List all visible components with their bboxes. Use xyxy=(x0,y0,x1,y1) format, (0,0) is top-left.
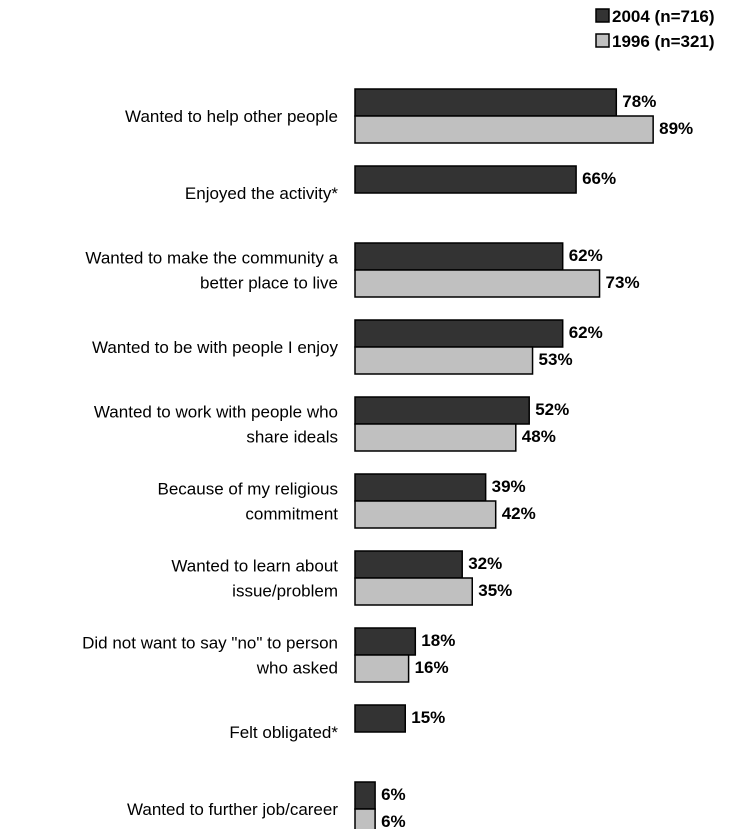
bar-series-2004 xyxy=(354,396,530,425)
category-labels: Wanted to help other people Enjoyed the a… xyxy=(82,107,338,819)
bar-series-1996 xyxy=(354,654,410,683)
bar-series-2004 xyxy=(354,165,577,194)
bars xyxy=(354,88,654,829)
category-label: who asked xyxy=(256,659,338,678)
data-label: 39% xyxy=(492,477,526,496)
category-label: Wanted to be with people I enjoy xyxy=(92,338,339,357)
category-label: commitment xyxy=(245,505,338,524)
data-label: 48% xyxy=(522,427,556,446)
data-label: 16% xyxy=(415,658,449,677)
data-label: 62% xyxy=(569,246,603,265)
category-label: share ideals xyxy=(246,428,338,447)
bar-series-1996 xyxy=(354,500,497,529)
bar-series-2004 xyxy=(354,88,618,117)
bar-series-2004 xyxy=(354,242,564,271)
category-label: Because of my religious xyxy=(158,480,338,499)
bar-series-1996 xyxy=(354,269,601,298)
data-label: 66% xyxy=(582,169,616,188)
data-label: 18% xyxy=(421,631,455,650)
data-label: 53% xyxy=(539,350,573,369)
category-label: issue/problem xyxy=(232,582,338,601)
category-label: Did not want to say "no" to person xyxy=(82,634,338,653)
category-label: Enjoyed the activity* xyxy=(185,184,338,203)
bar-series-2004 xyxy=(354,627,417,656)
data-label: 32% xyxy=(468,554,502,573)
category-label: Wanted to work with people who xyxy=(94,403,338,422)
data-label: 73% xyxy=(606,273,640,292)
bar-series-2004 xyxy=(354,704,406,733)
data-label: 6% xyxy=(381,785,406,804)
legend: 2004 (n=716) 1996 (n=321) xyxy=(595,7,715,51)
bar-series-1996 xyxy=(354,346,534,375)
legend-label-0: 2004 (n=716) xyxy=(612,7,715,26)
bar-series-2004 xyxy=(354,781,376,810)
legend-swatch-0 xyxy=(595,8,610,23)
data-label: 62% xyxy=(569,323,603,342)
legend-label-1: 1996 (n=321) xyxy=(612,32,715,51)
bar-series-1996 xyxy=(354,808,376,829)
category-label: Wanted to further job/career xyxy=(127,800,338,819)
category-label: better place to live xyxy=(200,274,338,293)
bar-series-2004 xyxy=(354,550,463,579)
data-label: 52% xyxy=(535,400,569,419)
category-label: Wanted to make the community a xyxy=(85,249,338,268)
data-label: 42% xyxy=(502,504,536,523)
bar-series-1996 xyxy=(354,577,473,606)
data-label: 15% xyxy=(411,708,445,727)
bar-series-2004 xyxy=(354,473,487,502)
value-labels: 78%89%66%62%73%62%53%52%48%39%42%32%35%1… xyxy=(381,92,693,829)
bar-series-1996 xyxy=(354,423,517,452)
category-label: Wanted to learn about xyxy=(171,557,338,576)
data-label: 89% xyxy=(659,119,693,138)
category-label: Wanted to help other people xyxy=(125,107,338,126)
data-label: 6% xyxy=(381,812,406,829)
category-label: Felt obligated* xyxy=(229,723,338,742)
data-label: 35% xyxy=(478,581,512,600)
data-label: 78% xyxy=(622,92,656,111)
bar-series-2004 xyxy=(354,319,564,348)
legend-swatch-1 xyxy=(595,33,610,48)
bar-series-1996 xyxy=(354,115,654,144)
